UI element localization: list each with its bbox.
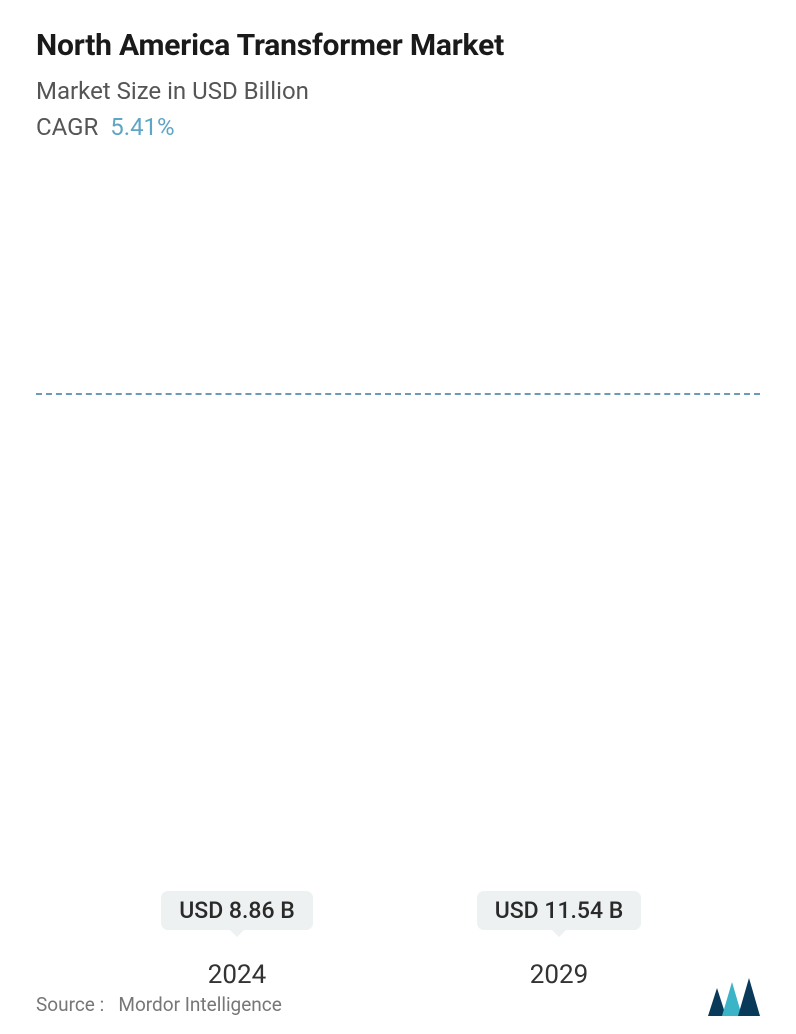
chart-footer: Source : Mordor Intelligence — [36, 978, 760, 1016]
chart-header: North America Transformer Market Market … — [36, 28, 760, 141]
bar-group: USD 11.54 B — [439, 891, 679, 942]
source-text: Source : Mordor Intelligence — [36, 993, 282, 1016]
chart-area: USD 8.86 BUSD 11.54 B 20242029 — [36, 181, 760, 1014]
brand-logo-icon — [708, 978, 760, 1016]
chart-subtitle: Market Size in USD Billion — [36, 77, 760, 105]
bars-container: USD 8.86 B USD 11.54 B — [36, 201, 760, 942]
bar-value-label: USD 11.54 B — [477, 891, 642, 930]
bar-value-label: USD 8.86 B — [161, 891, 313, 930]
bar-group: USD 8.86 B — [117, 891, 357, 942]
chart-container: North America Transformer Market Market … — [0, 0, 796, 1034]
cagr-label: CAGR — [36, 113, 98, 141]
plot-region: USD 8.86 B USD 11.54 B — [36, 201, 760, 942]
source-label: Source : — [36, 993, 104, 1016]
cagr-row: CAGR 5.41% — [36, 113, 760, 141]
source-name: Mordor Intelligence — [118, 993, 281, 1016]
cagr-value: 5.41% — [110, 113, 174, 141]
chart-title: North America Transformer Market — [36, 28, 760, 63]
